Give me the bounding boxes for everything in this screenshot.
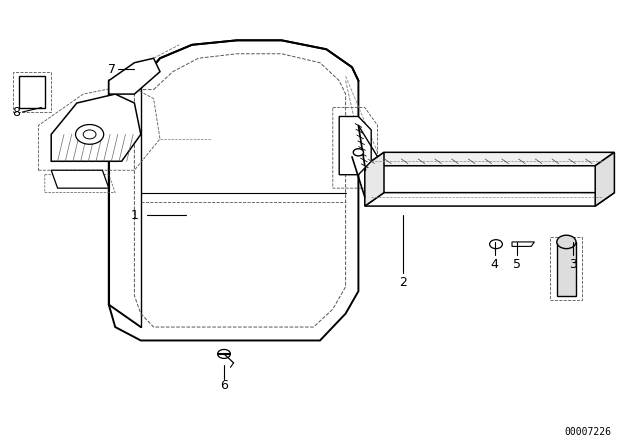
Circle shape [76,125,104,144]
Circle shape [353,149,364,156]
Text: 2: 2 [399,276,407,289]
Text: 5: 5 [513,258,521,271]
Text: 1: 1 [131,208,138,222]
Polygon shape [512,242,534,246]
Circle shape [490,240,502,249]
Polygon shape [339,116,371,175]
Text: 00007226: 00007226 [564,427,611,437]
Polygon shape [365,193,614,206]
Polygon shape [365,152,384,206]
Text: 8: 8 [12,105,20,119]
Circle shape [557,235,576,249]
Circle shape [83,130,96,139]
Polygon shape [365,152,614,166]
Text: 6: 6 [220,379,228,392]
Polygon shape [51,170,109,188]
Polygon shape [109,40,358,340]
Polygon shape [51,94,141,161]
Polygon shape [109,58,160,94]
Circle shape [218,349,230,358]
Text: 7: 7 [108,63,116,76]
Polygon shape [557,242,576,296]
Text: 4: 4 [491,258,499,271]
Text: 3: 3 [569,258,577,271]
Polygon shape [595,152,614,206]
Polygon shape [19,76,45,108]
